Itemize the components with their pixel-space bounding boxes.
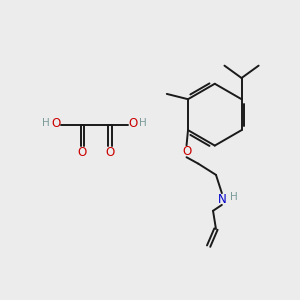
Text: O: O <box>78 146 87 159</box>
Text: O: O <box>106 146 115 159</box>
Text: O: O <box>51 117 60 130</box>
Text: N: N <box>218 193 226 206</box>
Text: H: H <box>230 192 238 202</box>
Text: H: H <box>139 118 146 128</box>
Text: O: O <box>182 146 191 158</box>
Text: O: O <box>129 117 138 130</box>
Text: H: H <box>42 118 50 128</box>
